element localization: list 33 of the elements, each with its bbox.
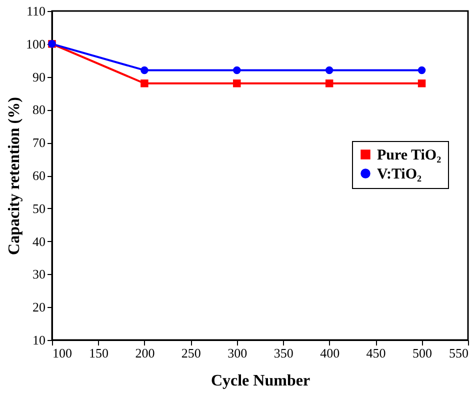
y-tick-label: 70 <box>32 135 46 150</box>
y-tick-label: 100 <box>26 36 46 52</box>
legend-label: Pure TiO₂ <box>377 148 442 164</box>
x-tick-label: 500 <box>412 346 432 360</box>
x-tick-label: 250 <box>181 346 201 360</box>
point <box>140 80 148 88</box>
point <box>325 66 334 74</box>
y-tick-label: 20 <box>32 300 46 315</box>
point <box>140 66 148 74</box>
y-tick-label: 60 <box>32 168 46 183</box>
y-tick-label: 10 <box>32 332 46 348</box>
x-tick-label: 400 <box>320 346 340 360</box>
y-tick-label: 110 <box>26 4 46 18</box>
y-tick-label: 80 <box>32 102 46 118</box>
x-tick-label: 300 <box>228 346 248 360</box>
point <box>325 80 334 88</box>
x-tick-label: 350 <box>274 346 294 360</box>
x-tick-label: 200 <box>135 346 155 360</box>
legend-label: V:TiO₂ <box>377 166 422 182</box>
point <box>233 80 241 88</box>
y-tick-label: 90 <box>32 69 46 84</box>
y-axis-title: Capacity retention (%) <box>6 97 23 255</box>
x-tick-label: 450 <box>366 346 386 360</box>
y-tick-label: 50 <box>32 200 46 216</box>
point <box>233 66 241 74</box>
y-tick-label: 30 <box>32 266 46 282</box>
point <box>418 66 426 74</box>
x-tick-label: 550 <box>449 346 468 360</box>
x-tick-label: 150 <box>88 346 108 360</box>
x-axis-title: Cycle Number <box>210 372 310 390</box>
point <box>418 80 426 88</box>
x-tick-label: 100 <box>52 346 72 360</box>
y-tick-label: 40 <box>32 234 46 249</box>
